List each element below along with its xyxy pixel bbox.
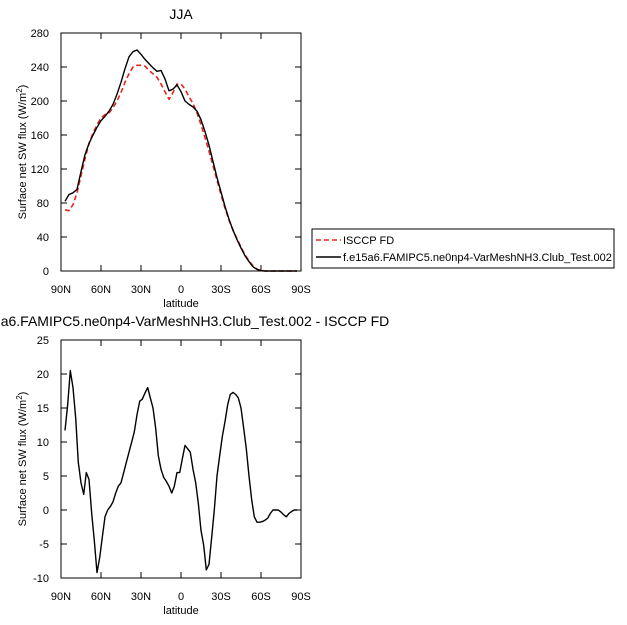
bottom-y-tick-label: 5: [43, 471, 49, 483]
bottom-y-axis-title-close: ): [17, 392, 29, 396]
bottom-series-line-model: [64, 369, 297, 574]
top-x-tick-label: 30S: [211, 284, 231, 296]
bottom-x-axis: 90N 60N 30N 0 30S 60S 90S: [51, 340, 311, 603]
top-x-tick-label: 90S: [291, 284, 311, 296]
top-series-group: [64, 49, 297, 272]
top-y-tick-label: 80: [37, 198, 49, 210]
top-y-axis-title-close: ): [17, 85, 29, 89]
legend-box: [311, 228, 615, 269]
top-x-tick-label: 30N: [131, 284, 151, 296]
top-y-axis: 0 40 80 120 160 200 240 280: [31, 28, 301, 278]
top-x-tick-label: 90N: [51, 284, 71, 296]
legend: ISCCP FD f.e15a6.FAMIPC5.ne0np4-VarMeshN…: [311, 228, 615, 269]
bottom-x-tick-label: 60N: [91, 591, 111, 603]
top-y-tick-label: 40: [37, 232, 49, 244]
top-series-line-isccp: [64, 64, 297, 272]
bottom-x-tick-label: 0: [178, 591, 184, 603]
bottom-y-tick-label: 10: [37, 437, 49, 449]
bottom-y-tick-label: 20: [37, 369, 49, 381]
legend-label-isccp: ISCCP FD: [343, 235, 394, 247]
bottom-series-group: [64, 369, 297, 574]
top-x-tick-label: 60N: [91, 284, 111, 296]
top-x-tick-label: 0: [178, 284, 184, 296]
bottom-panel-title: a6.FAMIPC5.ne0np4-VarMeshNH3.Club_Test.0…: [1, 313, 390, 329]
top-series-line-model: [64, 49, 297, 272]
bottom-y-tick-label: -10: [33, 573, 49, 585]
top-y-tick-label: 160: [31, 130, 49, 142]
top-y-axis-title-superscript: 2: [15, 88, 24, 93]
top-x-axis-title: latitude: [163, 298, 198, 310]
top-panel-title: JJA: [169, 6, 193, 22]
bottom-y-axis-title-superscript: 2: [15, 395, 24, 400]
top-y-tick-label: 0: [43, 266, 49, 278]
bottom-plot-frame: [60, 339, 302, 579]
top-y-tick-label: 280: [31, 28, 49, 40]
bottom-y-axis-title-main: Surface net SW flux (W/m: [17, 400, 29, 527]
top-y-tick-label: 120: [31, 164, 49, 176]
bottom-x-tick-label: 30N: [131, 591, 151, 603]
top-plot-frame: [60, 32, 302, 272]
bottom-x-tick-label: 60S: [251, 591, 271, 603]
top-x-tick-label: 60S: [251, 284, 271, 296]
bottom-x-tick-label: 30S: [211, 591, 231, 603]
bottom-y-axis: -10 -5 0 5 10 15 20 25: [33, 335, 301, 585]
bottom-y-axis-title: Surface net SW flux (W/m2): [15, 392, 29, 527]
top-y-tick-label: 240: [31, 62, 49, 74]
bottom-x-axis-title: latitude: [163, 605, 198, 617]
top-y-axis-title: Surface net SW flux (W/m2): [15, 85, 29, 220]
top-panel: JJA 90N 60N 30N 0 30S 60S 90S 0 40 80 120 160 200 24…: [15, 6, 311, 310]
legend-label-model: f.e15a6.FAMIPC5.ne0np4-VarMeshNH3.Club_T…: [343, 252, 612, 264]
top-y-tick-label: 200: [31, 96, 49, 108]
top-y-axis-title-main: Surface net SW flux (W/m: [17, 93, 29, 220]
bottom-y-tick-label: -5: [39, 539, 49, 551]
bottom-y-tick-label: 25: [37, 335, 49, 347]
bottom-y-tick-label: 15: [37, 403, 49, 415]
bottom-x-tick-label: 90S: [291, 591, 311, 603]
bottom-x-tick-label: 90N: [51, 591, 71, 603]
bottom-y-tick-label: 0: [43, 505, 49, 517]
top-x-axis: 90N 60N 30N 0 30S 60S 90S: [51, 33, 311, 296]
bottom-panel: a6.FAMIPC5.ne0np4-VarMeshNH3.Club_Test.0…: [1, 313, 390, 617]
